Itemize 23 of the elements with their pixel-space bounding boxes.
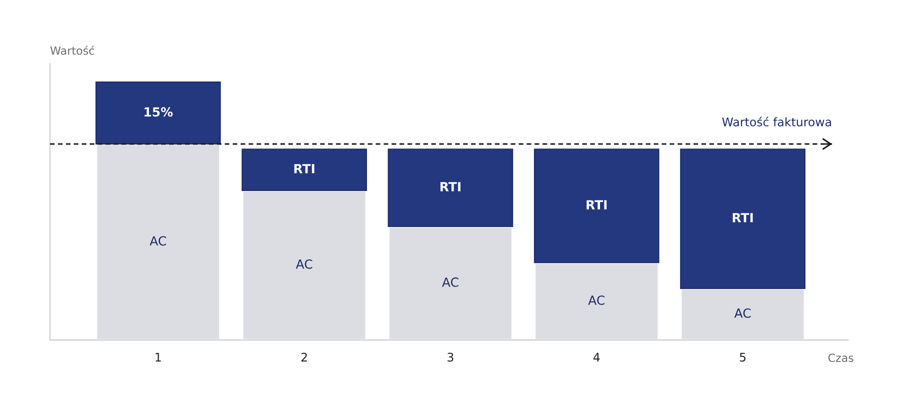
text: AC bbox=[588, 295, 604, 305]
series-label: RTI bbox=[294, 164, 314, 174]
series-label: AC bbox=[734, 308, 751, 318]
bar bbox=[534, 148, 660, 264]
text: RTI bbox=[440, 182, 460, 192]
text: AC bbox=[442, 277, 458, 287]
bar bbox=[242, 148, 367, 191]
text: RTI bbox=[586, 200, 607, 210]
series-label: 15% bbox=[144, 107, 173, 117]
bar bbox=[388, 148, 514, 228]
x-tick-label: 5 bbox=[740, 352, 746, 362]
bar bbox=[95, 82, 221, 145]
x-tick-label: 2 bbox=[301, 352, 307, 362]
text: AC bbox=[296, 259, 312, 269]
x-axis-title: Czas bbox=[828, 354, 854, 362]
bar bbox=[680, 148, 806, 289]
x-tick-label: 3 bbox=[448, 352, 454, 362]
y-axis-title: Wartość bbox=[50, 46, 94, 55]
text: RTI bbox=[732, 213, 753, 222]
text: AC bbox=[150, 236, 166, 246]
x-tick-label: 1 bbox=[156, 352, 161, 362]
x-tick-label: 4 bbox=[593, 352, 600, 362]
ref-line-label: Wartość fakturowa bbox=[722, 116, 831, 126]
